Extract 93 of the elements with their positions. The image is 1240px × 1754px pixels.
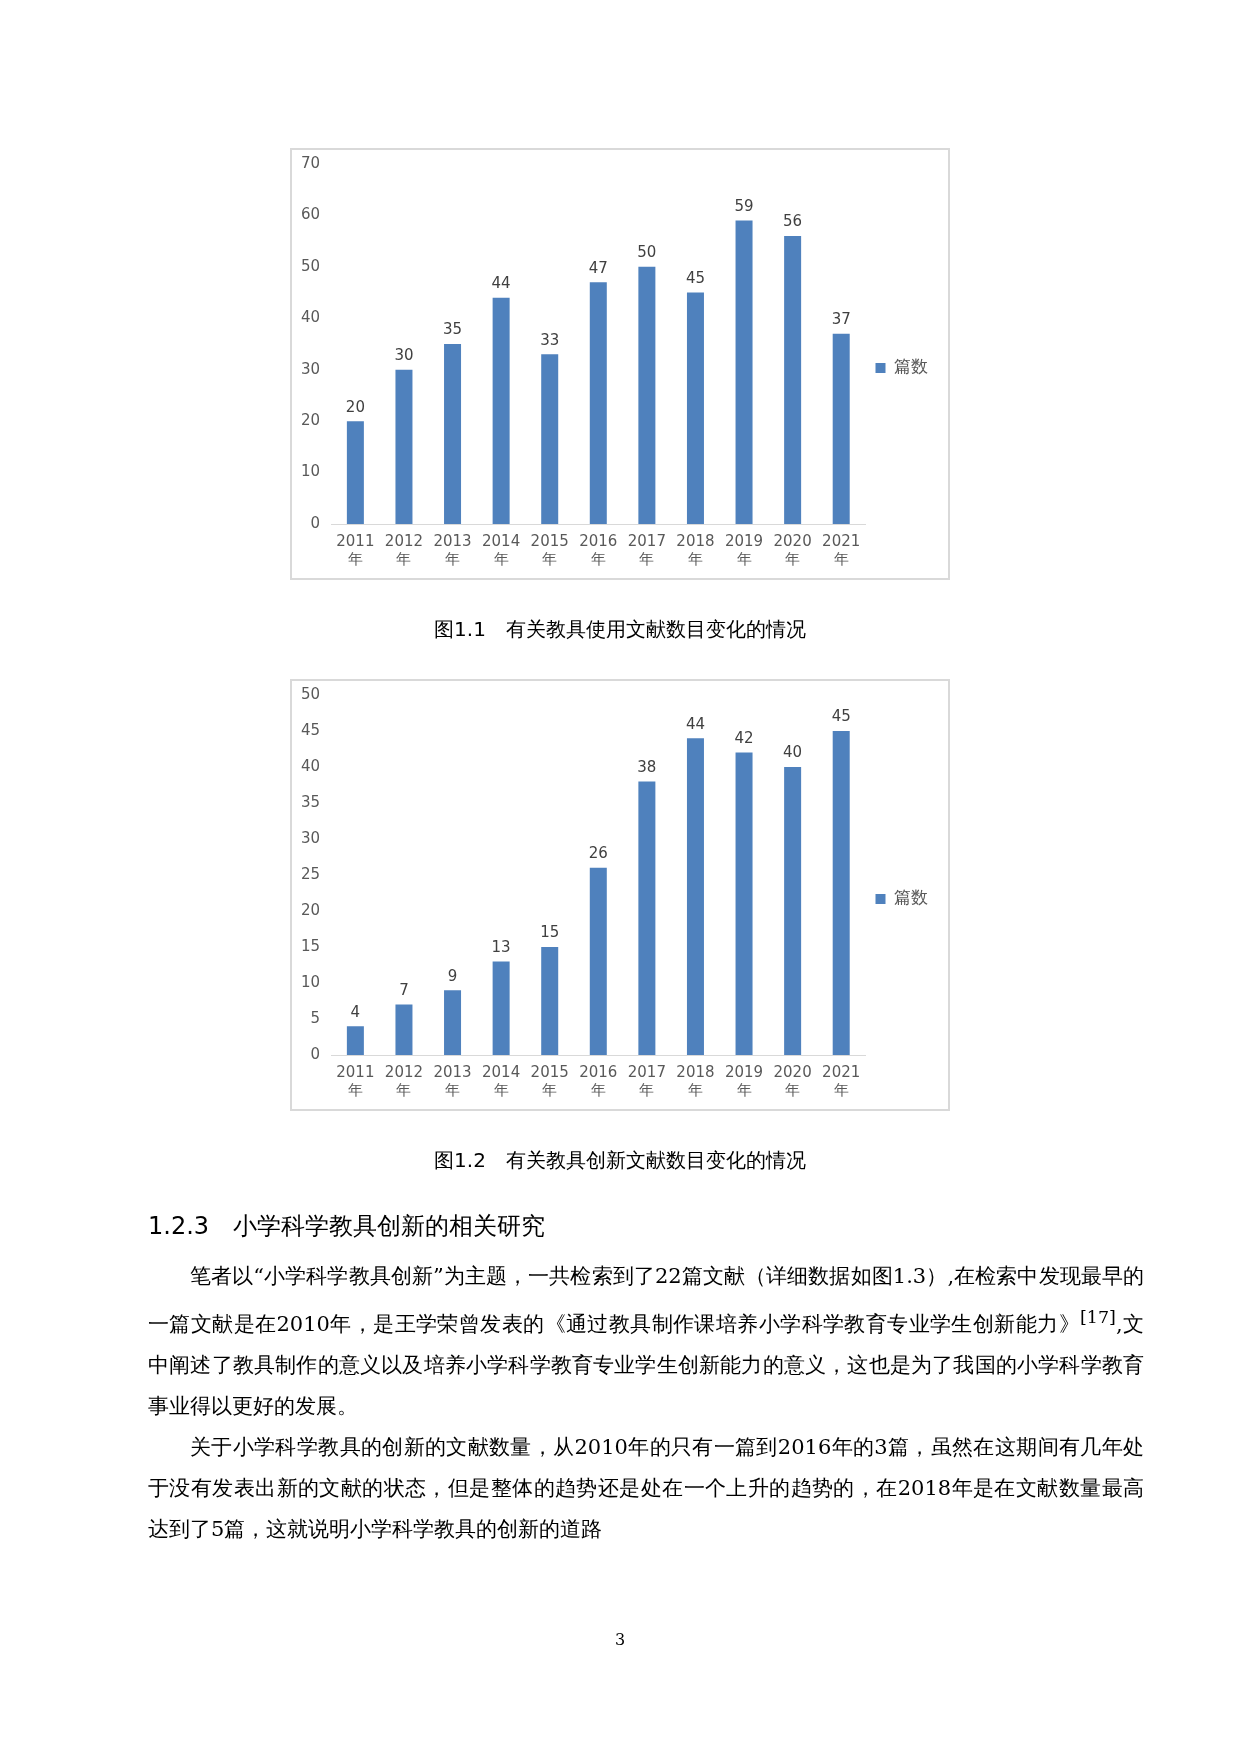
y-tick-label: 60 <box>300 205 321 224</box>
bar <box>686 292 704 524</box>
y-tick-label: 40 <box>300 756 321 775</box>
x-tick-label: 2012年 <box>384 531 424 568</box>
y-tick-label: 70 <box>300 153 321 172</box>
y-tick-label: 20 <box>300 411 321 430</box>
data-label: 15 <box>540 923 560 942</box>
data-label: 38 <box>637 757 657 776</box>
x-tick-label: 2016年 <box>579 531 618 568</box>
x-tick-label: 2015年 <box>530 531 569 568</box>
y-tick-label: 30 <box>300 359 321 378</box>
data-label: 45 <box>831 707 851 726</box>
bar <box>346 421 364 524</box>
x-tick-label: 2018年 <box>676 531 715 568</box>
y-tick-label: 35 <box>300 792 321 811</box>
bar <box>686 738 704 1055</box>
y-tick-label: 5 <box>310 1008 321 1027</box>
data-label: 40 <box>783 743 803 762</box>
data-label: 45 <box>685 268 706 287</box>
x-tick-label: 2019年 <box>724 531 764 568</box>
data-label: 56 <box>783 212 803 231</box>
data-label: 50 <box>637 243 657 262</box>
x-tick-label: 2011年 <box>336 1062 375 1099</box>
bar <box>638 781 656 1055</box>
x-tick-label: 2019年 <box>724 1062 764 1099</box>
data-label: 44 <box>491 274 511 293</box>
text: 图1.2 有关教具创新文献数目变化的情况 <box>433 1147 807 1174</box>
x-tick-label: 2017年 <box>627 1062 666 1099</box>
text: 1.2.3 小学科学教具创新的相关研究 <box>148 1211 547 1242</box>
x-tick-label: 2013年 <box>433 1062 472 1099</box>
data-label: 59 <box>734 196 754 215</box>
x-tick-label: 2012年 <box>384 1062 424 1099</box>
data-label: 37 <box>831 310 851 329</box>
y-tick-label: 45 <box>300 720 321 739</box>
bar <box>589 867 607 1055</box>
bar <box>444 344 462 524</box>
bar <box>541 354 559 524</box>
text: 笔者以“小学科学教具创新”为主题，一共检索到了22篇文献（详细数据如图1.3）,在检索中发现最早的一篇文献是在2010年，是王学荣曾发表的《通过教具制作课培养小学科学教育专业学生创新能力》$^{[17]}$,文中阐述了教具制作的意义以及培养小学科学教育专业学生创新能力的意义，这也是为了我国的小学科学教育事业得以更好的发展。 <box>148 1263 1144 1420</box>
data-label: 35 <box>443 320 463 339</box>
x-tick-label: 2021年 <box>822 531 861 568</box>
bar <box>784 236 802 524</box>
x-tick-label: 2017年 <box>627 531 666 568</box>
data-label: 44 <box>685 714 706 733</box>
legend-label: 篇数 <box>894 887 928 908</box>
bar <box>346 1026 364 1055</box>
data-label: 33 <box>540 330 560 349</box>
bar <box>735 220 753 524</box>
bar <box>589 282 607 524</box>
bar <box>784 767 802 1055</box>
bar <box>541 947 559 1055</box>
x-tick-label: 2018年 <box>676 1062 715 1099</box>
bar <box>638 266 656 524</box>
y-tick-label: 40 <box>300 308 321 327</box>
x-tick-label: 2015年 <box>530 1062 569 1099</box>
legend-label: 篇数 <box>894 356 928 377</box>
bar <box>444 990 462 1055</box>
data-label: 26 <box>588 844 608 863</box>
y-tick-label: 30 <box>300 828 321 847</box>
y-tick-label: 0 <box>310 1044 321 1063</box>
y-tick-label: 20 <box>300 900 321 919</box>
bar <box>395 1004 413 1055</box>
x-tick-label: 2020年 <box>773 531 812 568</box>
bar <box>492 297 510 524</box>
data-label: 4 <box>350 1002 361 1021</box>
x-tick-label: 2021年 <box>822 1062 861 1099</box>
y-tick-label: 10 <box>300 972 321 991</box>
data-label: 9 <box>447 966 458 985</box>
bar <box>735 752 753 1055</box>
y-tick-label: 0 <box>310 513 321 532</box>
text: 图1.1 有关教具使用文献数目变化的情况 <box>433 616 807 643</box>
data-label: 47 <box>588 258 608 277</box>
bar <box>492 961 510 1055</box>
text: 3 <box>613 1630 627 1649</box>
y-tick-label: 15 <box>300 936 321 955</box>
bar <box>832 731 850 1055</box>
y-tick-label: 10 <box>300 462 321 481</box>
bar <box>395 369 413 524</box>
x-tick-label: 2013年 <box>433 531 472 568</box>
y-tick-label: 25 <box>300 864 321 883</box>
data-label: 42 <box>734 728 754 747</box>
y-tick-label: 50 <box>300 684 321 703</box>
y-tick-label: 50 <box>300 256 321 275</box>
data-label: 13 <box>491 937 511 956</box>
data-label: 20 <box>345 397 365 416</box>
bar <box>832 333 850 524</box>
data-label: 30 <box>394 346 414 365</box>
data-label: 7 <box>399 980 409 999</box>
x-tick-label: 2011年 <box>336 531 375 568</box>
x-tick-label: 2014年 <box>482 531 521 568</box>
x-tick-label: 2014年 <box>482 1062 521 1099</box>
x-tick-label: 2016年 <box>579 1062 618 1099</box>
x-tick-label: 2020年 <box>773 1062 812 1099</box>
text: 关于小学科学教具的创新的文献数量，从2010年的只有一篇到2016年的3篇，虽然在这期间有几年处于没有发表出新的文献的状态，但是整体的趋势还是处在一个上升的趋势的，在2018年是在文献数量最高达到了5篇，这就说明小学科学教具的创新的道路 <box>148 1434 1144 1543</box>
